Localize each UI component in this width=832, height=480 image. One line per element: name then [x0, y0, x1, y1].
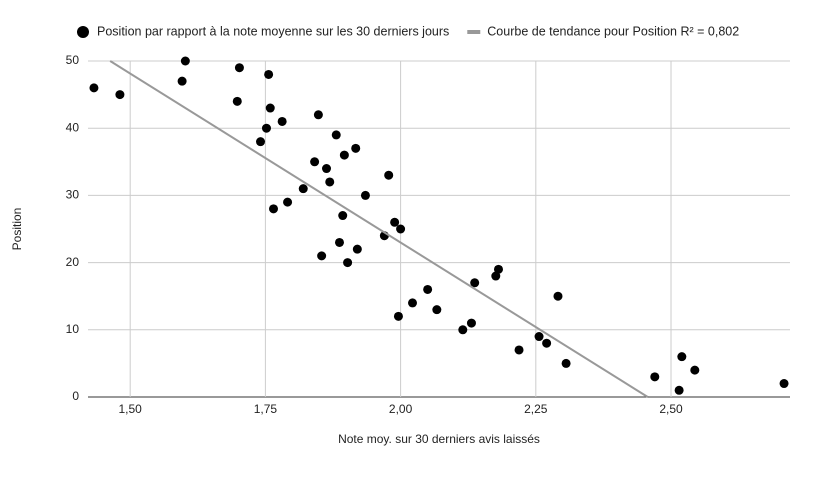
point	[423, 284, 433, 294]
point	[177, 76, 187, 86]
y-tick-label: 20	[66, 255, 80, 269]
point	[393, 311, 403, 321]
point	[534, 332, 544, 342]
point	[384, 170, 394, 180]
point	[466, 318, 476, 328]
point	[396, 224, 406, 234]
point	[690, 365, 700, 375]
legend-marker	[467, 30, 481, 34]
trend-line	[109, 60, 649, 398]
point	[360, 190, 370, 200]
point	[542, 338, 552, 348]
point	[650, 372, 660, 382]
point	[351, 143, 361, 153]
point	[277, 116, 287, 126]
point	[390, 217, 400, 227]
x-axis-label: Note moy. sur 30 derniers avis laissés	[338, 432, 540, 446]
legend-label: Position par rapport à la note moyenne s…	[97, 24, 449, 38]
x-tick-label: 2,00	[389, 402, 413, 416]
point	[283, 197, 293, 207]
y-tick-label: 50	[66, 53, 80, 67]
point	[677, 352, 687, 362]
point	[432, 305, 442, 315]
point	[407, 298, 417, 308]
point	[352, 244, 362, 254]
x-tick-label: 2,50	[659, 402, 683, 416]
point	[180, 56, 190, 66]
point	[89, 83, 99, 93]
point	[338, 211, 348, 221]
point	[261, 123, 271, 133]
point	[553, 291, 563, 301]
point	[115, 90, 125, 100]
point	[339, 150, 349, 160]
point	[256, 137, 266, 147]
x-tick-label: 1,50	[119, 402, 143, 416]
point	[310, 157, 320, 167]
legend-marker	[77, 26, 89, 38]
point	[322, 164, 332, 174]
point	[514, 345, 524, 355]
point	[265, 103, 275, 113]
point	[313, 110, 323, 120]
point	[343, 258, 353, 268]
point	[491, 271, 501, 281]
point	[331, 130, 341, 140]
y-tick-label: 10	[66, 322, 80, 336]
point	[269, 204, 279, 214]
point	[561, 358, 571, 368]
y-axis-label: Position	[10, 208, 24, 251]
point	[317, 251, 327, 261]
point	[325, 177, 335, 187]
point	[234, 63, 244, 73]
legend-label: Courbe de tendance pour Position R² = 0,…	[487, 24, 739, 38]
point	[674, 385, 684, 395]
y-tick-label: 40	[66, 120, 80, 134]
point	[232, 96, 242, 106]
point	[334, 237, 344, 247]
y-tick-label: 30	[66, 188, 80, 202]
point	[458, 325, 468, 335]
y-tick-label: 0	[72, 389, 79, 403]
point	[779, 379, 789, 389]
point	[298, 184, 308, 194]
point	[264, 69, 274, 79]
x-tick-label: 1,75	[254, 402, 278, 416]
point	[470, 278, 480, 288]
x-tick-label: 2,25	[524, 402, 548, 416]
